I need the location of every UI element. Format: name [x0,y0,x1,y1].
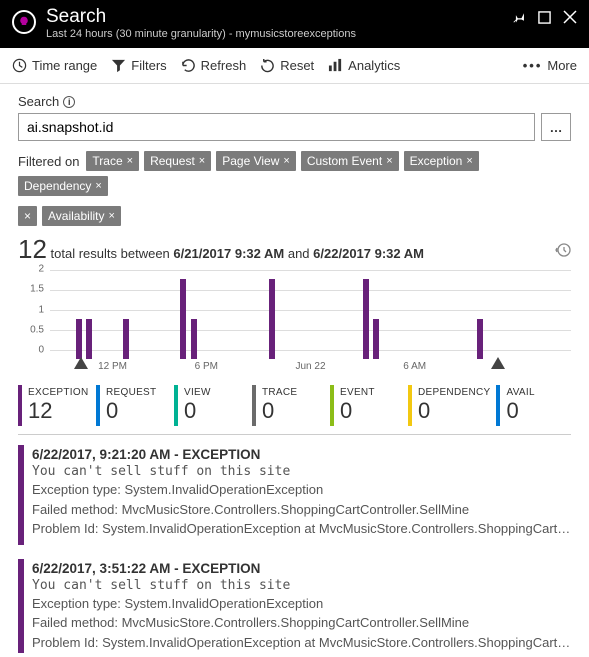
filter-chip[interactable]: Request× [144,151,211,171]
history-icon[interactable] [555,242,571,261]
stat-card[interactable]: EVENT0 [330,385,402,426]
filters-label: Filters [131,58,166,73]
filter-chip[interactable]: Trace× [86,151,139,171]
pin-icon[interactable] [512,10,526,28]
result-detail: Failed method: MvcMusicStore.Controllers… [32,613,571,633]
chart-bar[interactable] [477,319,483,359]
stat-card[interactable]: EXCEPTION12 [18,385,90,426]
more-label: More [547,58,577,73]
result-message: You can't sell stuff on this site [32,578,571,593]
chart-bar[interactable] [373,319,379,359]
stat-card[interactable]: AVAIL0 [496,385,568,426]
refresh-label: Refresh [201,58,247,73]
filtered-on-label: Filtered on [18,154,79,169]
close-icon[interactable] [563,10,577,28]
range-handle-right[interactable] [491,357,505,369]
result-detail: Problem Id: System.InvalidOperationExcep… [32,633,571,653]
reset-button[interactable]: Reset [260,58,314,73]
filter-chip-close[interactable]: × [18,206,37,226]
content-area: Search i … Filtered on Trace×Request×Pag… [0,84,589,653]
filter-chip[interactable]: Exception× [404,151,479,171]
time-range-label: Time range [32,58,97,73]
filter-chip[interactable]: Dependency× [18,176,108,196]
result-detail: Failed method: MvcMusicStore.Controllers… [32,500,571,520]
reset-label: Reset [280,58,314,73]
chart-bar[interactable] [76,319,82,359]
analytics-button[interactable]: Analytics [328,58,400,73]
stat-card[interactable]: VIEW0 [174,385,246,426]
stats-row: EXCEPTION12REQUEST0VIEW0TRACE0EVENT0DEPE… [18,385,571,426]
search-label: Search i [18,94,571,109]
result-title: 6/22/2017, 3:51:22 AM - EXCEPTION [32,561,571,576]
search-more-button[interactable]: … [541,113,571,141]
filter-chip[interactable]: Custom Event× [301,151,399,171]
result-title: 6/22/2017, 9:21:20 AM - EXCEPTION [32,447,571,462]
results-summary: 12 total results between 6/21/2017 9:32 … [18,234,571,265]
more-button[interactable]: ••• More [523,58,577,73]
chart-bar[interactable] [123,319,129,359]
filter-chip[interactable]: Page View× [216,151,296,171]
page-title: Search [46,6,512,28]
filter-chips: Filtered on Trace×Request×Page View×Cust… [18,151,571,226]
result-detail: Problem Id: System.InvalidOperationExcep… [32,519,571,539]
result-detail: Exception type: System.InvalidOperationE… [32,480,571,500]
range-handle-left[interactable] [74,357,88,369]
info-icon[interactable]: i [63,96,75,108]
result-item[interactable]: 6/22/2017, 3:51:22 AM - EXCEPTION You ca… [18,559,571,654]
result-item[interactable]: 6/22/2017, 9:21:20 AM - EXCEPTION You ca… [18,445,571,545]
chart-bar[interactable] [180,279,186,359]
result-message: You can't sell stuff on this site [32,464,571,479]
results-list: 6/22/2017, 9:21:20 AM - EXCEPTION You ca… [18,445,571,653]
stat-card[interactable]: TRACE0 [252,385,324,426]
timeline-chart: 00.511.52 12 PM6 PMJun 226 AM [18,269,571,389]
refresh-button[interactable]: Refresh [181,58,247,73]
filter-chip[interactable]: Availability× [42,206,121,226]
window-header: Search Last 24 hours (30 minute granular… [0,0,589,48]
toolbar: Time range Filters Refresh Reset Analyti… [0,48,589,84]
chart-bar[interactable] [191,319,197,359]
chart-bar[interactable] [86,319,92,359]
time-range-button[interactable]: Time range [12,58,97,73]
chart-bar[interactable] [269,279,275,359]
stat-card[interactable]: REQUEST0 [96,385,168,426]
lightbulb-icon [12,10,36,34]
result-detail: Exception type: System.InvalidOperationE… [32,594,571,614]
results-count: 12 [18,234,47,264]
filters-button[interactable]: Filters [111,58,166,73]
stat-card[interactable]: DEPENDENCY0 [408,385,490,426]
analytics-label: Analytics [348,58,400,73]
search-input[interactable] [18,113,535,141]
maximize-icon[interactable] [538,11,551,28]
chart-bar[interactable] [363,279,369,359]
page-subtitle: Last 24 hours (30 minute granularity) - … [46,28,512,40]
